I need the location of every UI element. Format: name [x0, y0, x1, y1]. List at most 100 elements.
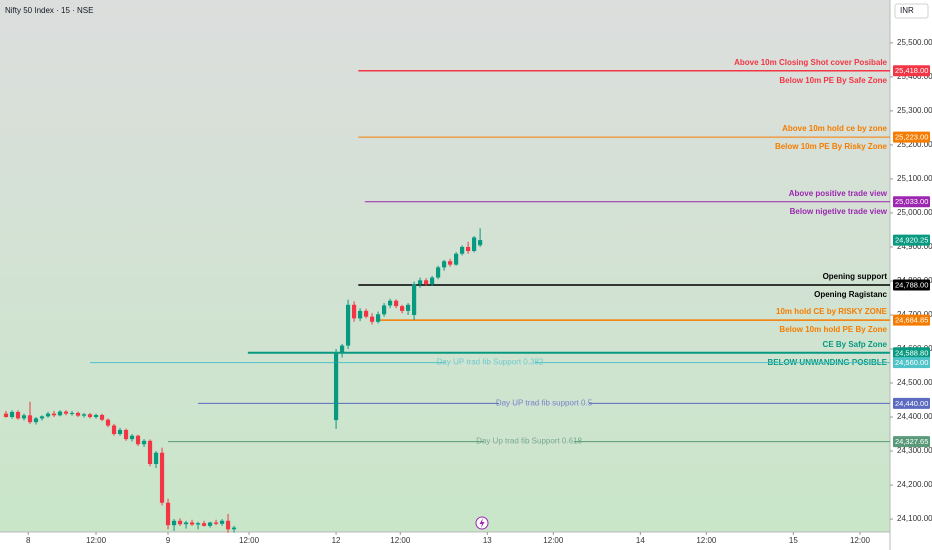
candle	[129, 434, 135, 442]
candle	[441, 259, 447, 271]
candle-body	[93, 414, 99, 418]
y-tick-label: 24,200.00	[897, 480, 932, 489]
x-tick-label: 12:00	[543, 536, 564, 545]
x-tick-label: 12	[332, 536, 341, 545]
candle-body	[213, 522, 219, 524]
candle-body	[165, 502, 171, 526]
candle-body	[15, 411, 21, 419]
price-tag	[893, 196, 930, 208]
x-tick-label: 9	[166, 536, 171, 545]
candle-body	[99, 414, 105, 420]
currency-box[interactable]	[894, 3, 929, 19]
candle-body	[345, 304, 351, 346]
candle-body	[351, 304, 357, 319]
level-label-above: 10m hold CE by RISKY ZONE	[776, 307, 888, 316]
candle	[207, 521, 213, 528]
level-label-gap	[484, 437, 575, 446]
price-tag-label: 25,418.00	[895, 66, 928, 75]
candle	[159, 447, 165, 506]
y-tick-label: 24,500.00	[897, 378, 932, 387]
y-tick-label: 25,400.00	[897, 72, 932, 81]
candle-body	[381, 305, 387, 315]
candle	[147, 439, 153, 467]
candle-body	[219, 520, 225, 524]
candle-body	[460, 246, 465, 254]
y-tick-label: 24,300.00	[897, 446, 932, 455]
price-tag-label: 24,788.00	[895, 281, 928, 290]
y-tick-label: 25,500.00	[897, 38, 932, 47]
candle-body	[177, 520, 183, 525]
x-tick-label: 12:00	[86, 536, 107, 545]
candle-body	[159, 452, 165, 503]
candle	[9, 410, 15, 419]
price-axis-background	[890, 0, 932, 550]
candle	[423, 278, 429, 287]
x-tick-label: 12:00	[239, 536, 260, 545]
candle	[339, 343, 345, 358]
candle	[375, 311, 381, 324]
candle-body	[135, 435, 141, 445]
currency[interactable]: INR	[900, 6, 914, 15]
icon-bolt[interactable]	[479, 518, 485, 528]
candle	[411, 281, 417, 321]
replay-icon[interactable]	[475, 516, 489, 530]
candle	[387, 298, 393, 309]
candle	[417, 277, 423, 288]
candle	[460, 245, 465, 256]
candle-body	[33, 418, 39, 423]
candle	[33, 417, 39, 425]
candle	[123, 428, 129, 441]
candle	[381, 303, 387, 317]
price-tag-label: 24,560.00	[895, 358, 928, 367]
candle	[111, 423, 117, 436]
candle-body	[111, 425, 117, 435]
x-tick-label: 13	[483, 536, 492, 545]
candle	[225, 513, 231, 533]
price-tag	[893, 347, 930, 359]
candle-body	[3, 413, 9, 418]
candle-body	[69, 412, 75, 414]
candle-body	[195, 523, 201, 525]
level-label-above: CE By Safp Zone	[823, 340, 888, 349]
x-tick-label: 12:00	[850, 536, 871, 545]
candle-body	[411, 284, 417, 315]
candle	[466, 241, 471, 254]
price-tag-label: 24,588.80	[895, 348, 928, 357]
candle-body	[466, 246, 471, 252]
x-tick-label: 12:00	[696, 536, 717, 545]
candle-body	[363, 310, 369, 317]
candle	[189, 519, 195, 526]
level-label: Day Up trad fib Support 0.618	[476, 437, 582, 446]
y-tick-label: 24,100.00	[897, 514, 932, 523]
level-label-below: Below 10m PE By Risky Zone	[775, 142, 888, 151]
candle-body	[393, 300, 399, 307]
candle-body	[117, 429, 123, 435]
candle	[393, 299, 399, 309]
price-tag-label: 24,684.85	[895, 316, 928, 325]
last-price-tag	[893, 234, 930, 246]
last-price-label: 24,920.25	[895, 236, 928, 245]
price-tag	[893, 65, 930, 77]
y-tick-label: 25,300.00	[897, 106, 932, 115]
x-tick-label: 12:00	[390, 536, 411, 545]
candle	[15, 410, 21, 420]
candle	[219, 519, 225, 526]
candle	[345, 299, 351, 349]
candle-body	[429, 277, 435, 285]
level-label-above: Above positive trade view	[789, 189, 888, 198]
level-label-above: Above 10m Closing Shot cover Posibale	[734, 58, 887, 67]
candle-body	[105, 419, 111, 426]
candle-body	[231, 527, 237, 530]
candle-body	[435, 267, 441, 278]
candle	[351, 301, 357, 322]
level-label-below: Below nigetive trade view	[790, 207, 888, 216]
price-tag	[893, 397, 930, 409]
candle-body	[417, 280, 423, 285]
candle-body	[39, 416, 45, 419]
level-label: Day UP trad fib support 0.5	[496, 399, 593, 408]
candle-body	[171, 520, 177, 526]
candle-body	[448, 261, 453, 265]
price-tag	[893, 436, 930, 448]
candle	[195, 521, 201, 530]
